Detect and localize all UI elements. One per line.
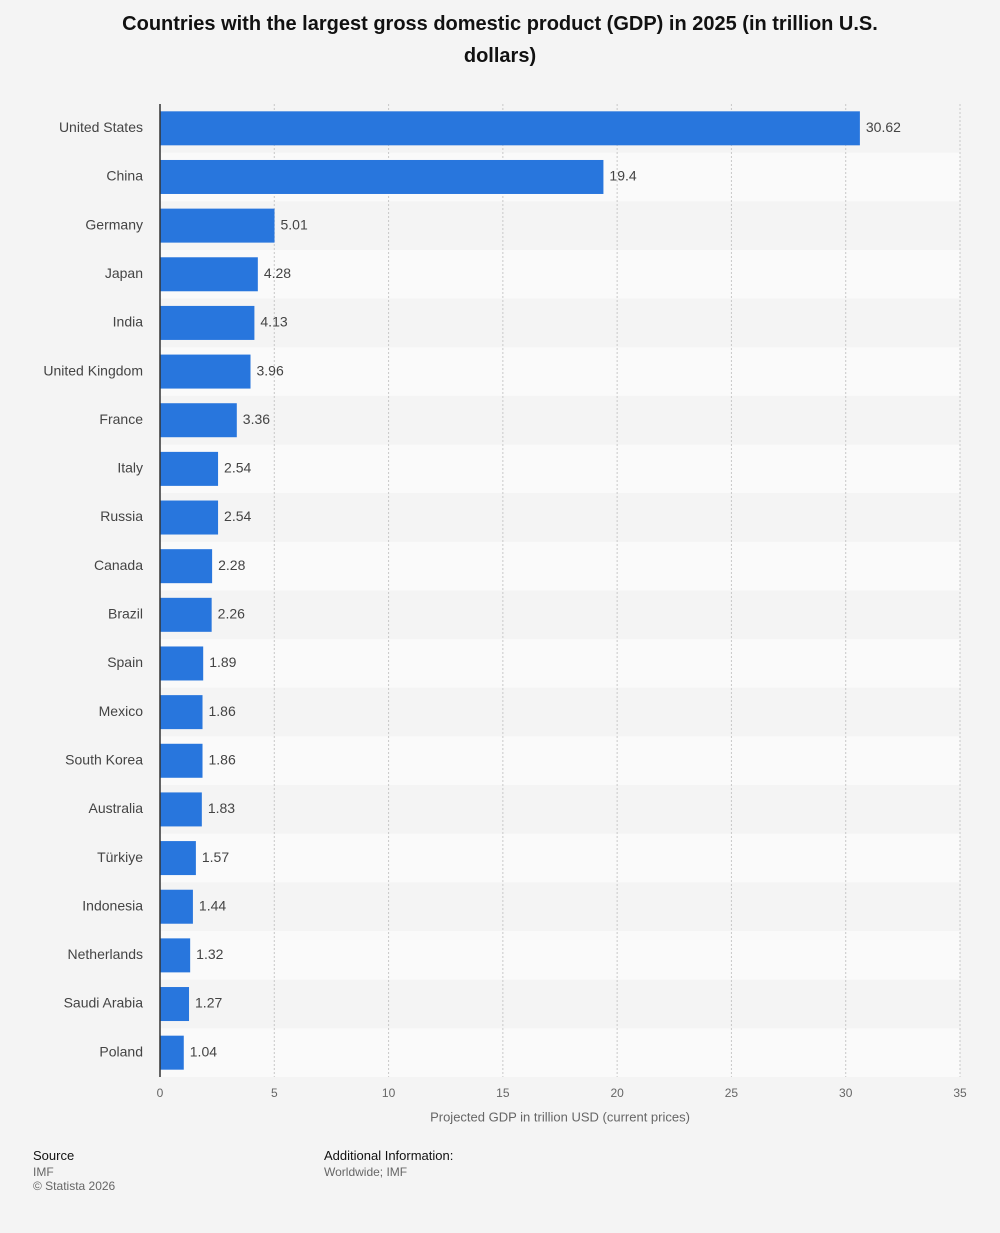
bar	[160, 549, 213, 584]
y-tick-label: France	[99, 411, 143, 427]
x-tick-label: 25	[725, 1086, 739, 1100]
value-label: 1.44	[199, 897, 226, 913]
x-tick-label: 15	[496, 1086, 510, 1100]
value-label: 2.26	[218, 606, 245, 622]
bar	[160, 987, 190, 1022]
y-tick-label: Canada	[94, 557, 143, 573]
x-tick-label: 20	[610, 1086, 624, 1100]
bar	[160, 1035, 184, 1070]
source-label: Source	[33, 1148, 75, 1163]
y-tick-label: Saudi Arabia	[64, 995, 144, 1011]
row-stripe	[160, 201, 960, 250]
row-stripe	[160, 298, 960, 348]
additional-block: Additional Information: Worldwide; IMF	[324, 1148, 453, 1179]
row-stripe	[160, 395, 960, 445]
bar	[160, 305, 255, 340]
y-tick-label: Türkiye	[97, 849, 143, 865]
bar	[160, 354, 251, 389]
row-stripe	[160, 785, 960, 834]
bar	[160, 695, 203, 730]
row-stripe	[160, 833, 960, 883]
bar	[160, 159, 604, 194]
value-label: 2.54	[224, 460, 251, 476]
value-label: 19.4	[609, 168, 636, 184]
bar	[160, 403, 237, 438]
y-tick-label: India	[113, 314, 144, 330]
copyright: © Statista 2026	[33, 1179, 116, 1193]
x-axis-label: Projected GDP in trillion USD (current p…	[430, 1109, 690, 1124]
y-tick-label: Australia	[89, 800, 144, 816]
y-tick-label: South Korea	[65, 751, 143, 767]
row-stripe	[160, 249, 960, 299]
row-stripe	[160, 931, 960, 980]
value-label: 2.54	[224, 508, 251, 524]
value-label: 3.96	[257, 362, 284, 378]
bar	[160, 257, 258, 292]
y-tick-label: Brazil	[108, 606, 143, 622]
value-label: 1.83	[208, 800, 235, 816]
value-label: 3.36	[243, 411, 270, 427]
source: IMF	[33, 1165, 54, 1179]
value-label: 2.28	[218, 557, 245, 573]
value-label: 4.13	[260, 314, 287, 330]
row-stripe	[160, 687, 960, 737]
bar	[160, 646, 204, 681]
x-tick-label: 0	[157, 1086, 164, 1100]
y-tick-label: Spain	[107, 654, 143, 670]
y-tick-label: United Kingdom	[43, 362, 143, 378]
value-label: 1.04	[190, 1043, 217, 1059]
bar	[160, 597, 212, 632]
y-tick-label: Indonesia	[82, 897, 143, 913]
y-tick-label: Netherlands	[68, 946, 144, 962]
additional-label: Additional Information:	[324, 1148, 454, 1163]
row-stripe	[160, 882, 960, 932]
row-stripe	[160, 736, 960, 786]
row-stripe	[160, 493, 960, 542]
row-stripe	[160, 444, 960, 494]
row-stripe	[160, 347, 960, 396]
bar	[160, 208, 275, 243]
value-label: 30.62	[866, 119, 901, 135]
row-stripe	[160, 541, 960, 591]
bar	[160, 111, 860, 146]
source-block: Source IMF © Statista 2026	[33, 1148, 115, 1193]
additional-info: Worldwide; IMF	[324, 1165, 408, 1179]
value-label: 1.86	[209, 751, 236, 767]
y-tick-label: China	[106, 168, 143, 184]
bar	[160, 500, 219, 535]
y-tick-label: Italy	[117, 460, 143, 476]
value-label: 1.86	[209, 703, 236, 719]
value-label: 4.28	[264, 265, 291, 281]
bar	[160, 451, 219, 486]
x-tick-label: 30	[839, 1086, 853, 1100]
y-tick-label: Russia	[100, 508, 143, 524]
y-tick-label: United States	[59, 119, 143, 135]
bar	[160, 841, 196, 876]
y-tick-label: Germany	[85, 216, 143, 232]
value-label: 5.01	[281, 216, 308, 232]
bar	[160, 889, 193, 924]
row-stripe	[160, 639, 960, 688]
x-tick-label: 5	[271, 1086, 278, 1100]
row-stripe	[160, 1028, 960, 1077]
row-stripe	[160, 590, 960, 640]
value-label: 1.32	[196, 946, 223, 962]
bar	[160, 743, 203, 778]
y-tick-label: Japan	[105, 265, 143, 281]
y-tick-label: Mexico	[99, 703, 144, 719]
x-tick-label: 10	[382, 1086, 396, 1100]
x-tick-label: 35	[953, 1086, 967, 1100]
row-stripe	[160, 979, 960, 1029]
value-label: 1.27	[195, 995, 222, 1011]
value-label: 1.89	[209, 654, 236, 670]
value-label: 1.57	[202, 849, 229, 865]
y-tick-label: Poland	[99, 1043, 143, 1059]
chart: 0 5 10 15 20 25 30 35 Projected GDP in trillion …	[43, 104, 967, 1124]
chart-title: Countries with the largest gross domesti…	[122, 13, 878, 67]
bar	[160, 938, 191, 973]
bar	[160, 792, 202, 827]
